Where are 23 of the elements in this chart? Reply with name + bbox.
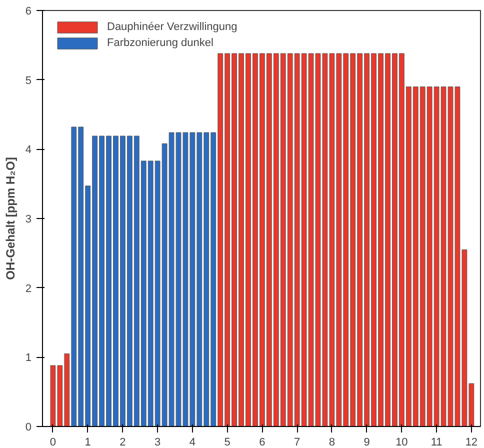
x-tick-label: 5 <box>224 436 230 448</box>
x-tick-label: 8 <box>328 436 336 448</box>
x-tick-label: 2 <box>120 436 126 448</box>
x-tick-label: 3 <box>154 436 161 448</box>
y-tick-label: 4 <box>25 144 32 156</box>
y-tick-label: 1 <box>25 352 32 364</box>
x-tick-label: 9 <box>364 436 370 448</box>
y-tick-label: 3 <box>25 214 32 226</box>
x-tick-label: 6 <box>259 436 266 448</box>
y-tick-label: 2 <box>25 282 32 295</box>
legend-label: Dauphinéer Verzwillingung <box>107 21 238 33</box>
x-tick-label: 11 <box>430 436 442 448</box>
x-tick-label: 10 <box>396 436 408 448</box>
legend-label: Farbzonierung dunkel <box>107 37 214 49</box>
x-tick-label: 12 <box>465 436 478 448</box>
x-tick-label: 1 <box>84 436 91 448</box>
y-tick-label: 6 <box>25 6 32 18</box>
x-tick-label: 0 <box>50 436 56 448</box>
y-tick-label: 5 <box>25 74 32 87</box>
y-tick-label: 0 <box>25 422 32 434</box>
x-tick-label: 7 <box>294 436 300 448</box>
x-tick-label: 4 <box>189 436 196 448</box>
y-axis-title: OH-Gehalt [ppm H₂O] <box>3 157 18 280</box>
